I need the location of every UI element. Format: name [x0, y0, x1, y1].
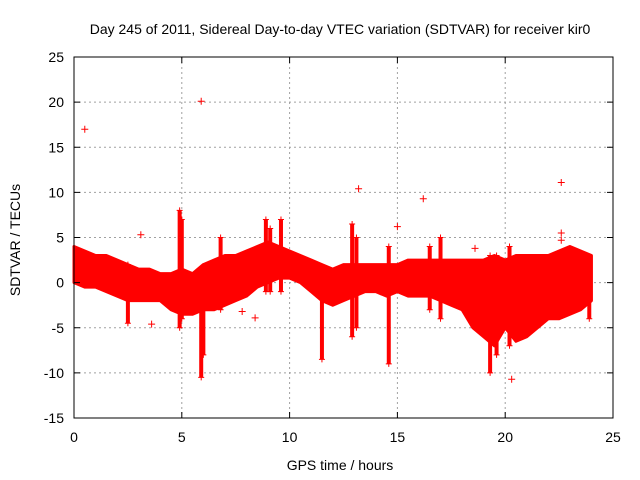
- x-tick-label: 5: [178, 429, 186, 445]
- data-point: [353, 324, 360, 331]
- y-tick-label: 5: [56, 230, 64, 246]
- outlier-point: [557, 178, 565, 186]
- outlier-point: [238, 308, 246, 316]
- data-point: [267, 225, 274, 232]
- data-point: [198, 374, 205, 381]
- grid-lines: [74, 57, 613, 418]
- outlier-point: [557, 229, 565, 237]
- y-tick-label: 20: [48, 94, 64, 110]
- y-tick-label: -15: [44, 410, 64, 426]
- x-axis-ticks: 0 5 10 15 20 25: [70, 57, 621, 445]
- x-tick-label: 0: [70, 429, 78, 445]
- data-point: [385, 243, 392, 250]
- outlier-point: [508, 375, 516, 383]
- data-point: [437, 315, 444, 322]
- y-tick-label: -5: [52, 320, 65, 336]
- data-point: [426, 243, 433, 250]
- data-point: [426, 306, 433, 313]
- dense-data-band: [72, 240, 593, 348]
- data-point: [493, 252, 500, 259]
- outlier-point: [471, 244, 479, 252]
- outlier-point: [557, 236, 565, 244]
- x-tick-label: 10: [282, 429, 298, 445]
- x-tick-label: 15: [390, 429, 406, 445]
- data-point: [318, 270, 325, 277]
- data-point: [506, 243, 513, 250]
- outlier-point: [355, 185, 363, 193]
- data-point: [262, 216, 269, 223]
- data-point: [267, 288, 274, 295]
- data-point: [176, 207, 183, 214]
- data-point: [493, 351, 500, 358]
- data-point: [318, 356, 325, 363]
- outlier-point: [137, 231, 145, 239]
- y-tick-label: 25: [48, 49, 64, 65]
- data-point: [200, 275, 207, 282]
- data-point: [217, 234, 224, 241]
- outlier-point: [197, 97, 205, 105]
- y-tick-label: -10: [44, 365, 64, 381]
- data-point: [349, 220, 356, 227]
- data-point: [385, 360, 392, 367]
- data-point: [349, 333, 356, 340]
- y-tick-label: 0: [56, 275, 64, 291]
- data-point: [487, 369, 494, 376]
- data-point: [586, 315, 593, 322]
- chart-title: Day 245 of 2011, Sidereal Day-to-day VTE…: [90, 21, 591, 37]
- x-tick-label: 25: [605, 429, 621, 445]
- outlier-point: [251, 314, 259, 322]
- y-axis-ticks: 25 20 15 10 5 0 -5 -10 -15: [44, 49, 613, 426]
- data-point: [124, 320, 131, 327]
- data-point: [217, 306, 224, 313]
- data-point: [277, 288, 284, 295]
- outlier-point: [148, 320, 156, 328]
- outlier-point: [81, 125, 89, 133]
- data-point: [487, 252, 494, 259]
- data-point: [353, 234, 360, 241]
- data-point: [178, 315, 185, 322]
- x-tick-label: 20: [497, 429, 513, 445]
- y-tick-label: 15: [48, 139, 64, 155]
- data-point: [176, 324, 183, 331]
- data-point: [178, 216, 185, 223]
- data-points: [72, 97, 593, 383]
- data-point: [124, 261, 131, 268]
- data-point: [198, 270, 205, 277]
- y-axis-label: SDTVAR / TECUs: [7, 184, 23, 296]
- data-point: [277, 216, 284, 223]
- data-point: [200, 351, 207, 358]
- x-axis-label: GPS time / hours: [287, 457, 394, 473]
- data-point: [437, 234, 444, 241]
- data-point: [586, 261, 593, 268]
- outlier-point: [419, 195, 427, 203]
- outlier-point: [393, 223, 401, 231]
- data-point: [506, 342, 513, 349]
- y-tick-label: 10: [48, 184, 64, 200]
